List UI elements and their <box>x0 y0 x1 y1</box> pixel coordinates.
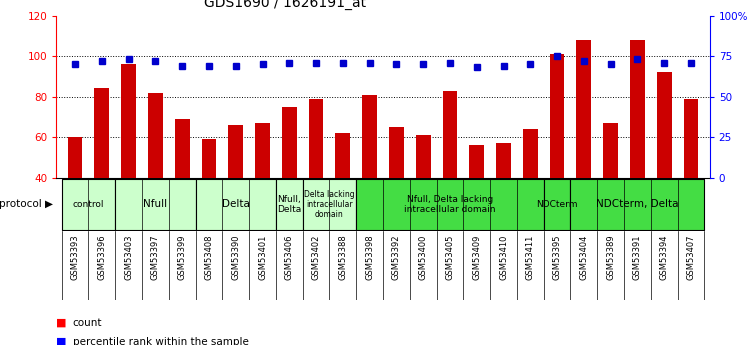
Text: GSM53394: GSM53394 <box>659 235 668 280</box>
Bar <box>496 143 511 259</box>
Text: GSM53395: GSM53395 <box>553 235 562 280</box>
Text: GSM53410: GSM53410 <box>499 235 508 280</box>
Text: GSM53401: GSM53401 <box>258 235 267 280</box>
Text: GSM53407: GSM53407 <box>686 235 695 280</box>
Bar <box>683 99 698 259</box>
Text: GSM53388: GSM53388 <box>339 235 348 280</box>
Bar <box>255 123 270 259</box>
Text: GSM53389: GSM53389 <box>606 235 615 280</box>
Bar <box>95 89 109 259</box>
Text: GDS1690 / 1626191_at: GDS1690 / 1626191_at <box>204 0 366 10</box>
Text: percentile rank within the sample: percentile rank within the sample <box>73 337 249 345</box>
Text: Nfull,
Delta: Nfull, Delta <box>277 195 301 214</box>
Bar <box>62 179 115 230</box>
Text: GSM53408: GSM53408 <box>204 235 213 280</box>
Bar <box>282 107 297 259</box>
Bar <box>175 119 189 259</box>
Text: Nfull: Nfull <box>143 199 167 209</box>
Bar <box>469 145 484 259</box>
Text: ■: ■ <box>56 337 67 345</box>
Text: GSM53397: GSM53397 <box>151 235 160 280</box>
Bar <box>416 135 430 259</box>
Bar <box>276 179 303 230</box>
Text: ■: ■ <box>56 318 67 327</box>
Text: GSM53406: GSM53406 <box>285 235 294 280</box>
Text: GSM53409: GSM53409 <box>472 235 481 280</box>
Bar <box>442 90 457 259</box>
Text: protocol ▶: protocol ▶ <box>0 199 53 209</box>
Bar <box>544 179 571 230</box>
Text: Delta lacking
intracellular
domain: Delta lacking intracellular domain <box>304 189 354 219</box>
Bar <box>228 125 243 259</box>
Text: NDCterm: NDCterm <box>536 200 578 209</box>
Text: Delta: Delta <box>222 199 249 209</box>
Text: GSM53398: GSM53398 <box>365 235 374 280</box>
Text: GSM53392: GSM53392 <box>392 235 401 280</box>
Text: GSM53400: GSM53400 <box>418 235 427 280</box>
Bar <box>195 179 276 230</box>
Text: GSM53411: GSM53411 <box>526 235 535 280</box>
Text: GSM53405: GSM53405 <box>445 235 454 280</box>
Text: GSM53390: GSM53390 <box>231 235 240 280</box>
Text: Nfull, Delta lacking
intracellular domain: Nfull, Delta lacking intracellular domai… <box>404 195 496 214</box>
Bar <box>309 99 324 259</box>
Text: GSM53396: GSM53396 <box>98 235 107 280</box>
Text: GSM53403: GSM53403 <box>124 235 133 280</box>
Bar <box>657 72 671 259</box>
Bar <box>68 137 83 259</box>
Bar <box>630 40 645 259</box>
Bar <box>121 64 136 259</box>
Text: GSM53393: GSM53393 <box>71 235 80 280</box>
Text: GSM53399: GSM53399 <box>178 235 187 280</box>
Bar <box>389 127 404 259</box>
Bar <box>115 179 195 230</box>
Text: GSM53391: GSM53391 <box>633 235 642 280</box>
Bar <box>571 179 704 230</box>
Bar <box>201 139 216 259</box>
Text: GSM53402: GSM53402 <box>312 235 321 280</box>
Text: NDCterm, Delta: NDCterm, Delta <box>596 199 679 209</box>
Bar <box>603 123 618 259</box>
Text: GSM53404: GSM53404 <box>579 235 588 280</box>
Bar <box>577 40 591 259</box>
Bar <box>336 133 350 259</box>
Bar <box>303 179 356 230</box>
Text: control: control <box>73 200 104 209</box>
Bar <box>550 54 565 259</box>
Bar <box>148 92 163 259</box>
Bar <box>362 95 377 259</box>
Text: count: count <box>73 318 102 327</box>
Bar <box>356 179 544 230</box>
Bar <box>523 129 538 259</box>
